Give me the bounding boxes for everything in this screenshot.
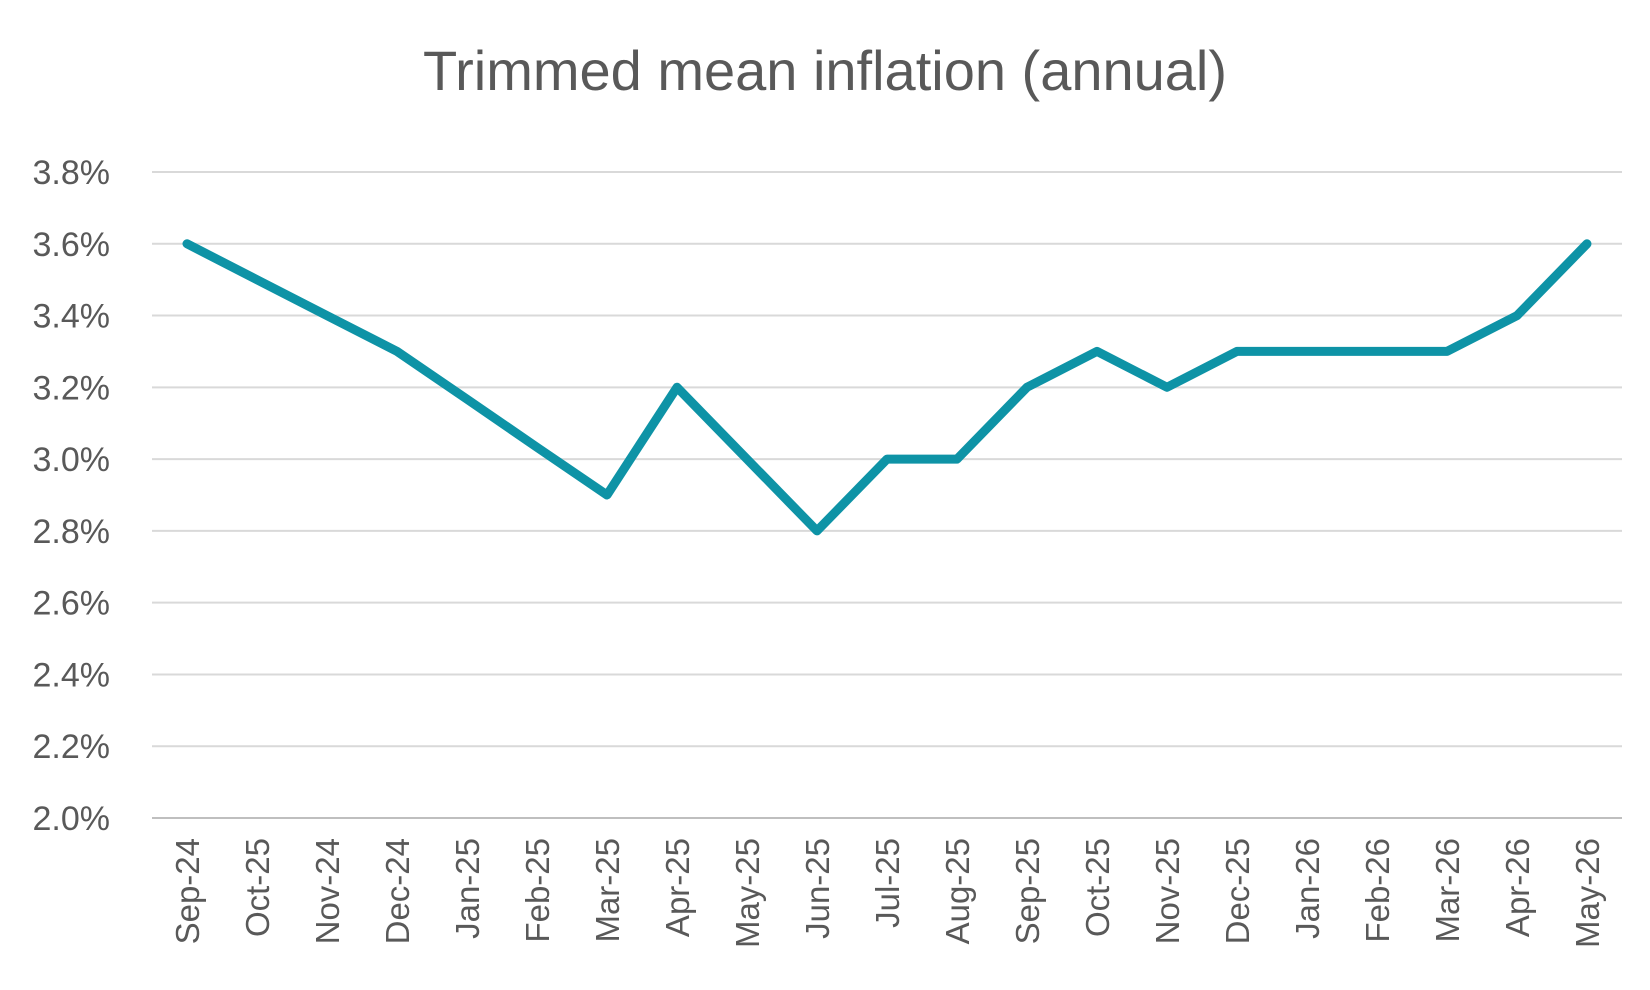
x-tick-label: May-26 bbox=[1569, 838, 1606, 948]
x-tick-label: Nov-25 bbox=[1149, 838, 1186, 944]
x-tick-label: Apr-25 bbox=[659, 838, 696, 937]
series-line bbox=[182, 239, 1592, 536]
x-axis-tick-labels: Sep-24 Oct-25 Nov-24 Dec-24 Jan-25 Feb-25 Mar-… bbox=[169, 838, 1606, 948]
y-tick-label: 2.2% bbox=[33, 728, 111, 766]
x-tick-label: Oct-25 bbox=[1079, 838, 1116, 937]
x-tick-label: Feb-25 bbox=[519, 838, 556, 943]
chart-title: Trimmed mean inflation (annual) bbox=[422, 39, 1228, 102]
y-tick-label: 2.6% bbox=[33, 585, 111, 623]
x-tick-label: Aug-25 bbox=[939, 838, 976, 944]
x-tick-label: Sep-24 bbox=[169, 838, 206, 944]
series-lines bbox=[182, 239, 1592, 536]
x-tick-label: Apr-26 bbox=[1499, 838, 1536, 937]
x-tick-label: Jan-25 bbox=[449, 838, 486, 939]
x-tick-label: Feb-26 bbox=[1359, 838, 1396, 943]
y-tick-label: 3.2% bbox=[33, 369, 111, 407]
x-tick-label: Jun-25 bbox=[799, 838, 836, 939]
y-tick-label: 2.0% bbox=[33, 800, 111, 838]
x-tick-label: Oct-25 bbox=[239, 838, 276, 937]
x-tick-label: Sep-25 bbox=[1009, 838, 1046, 944]
x-tick-label: Mar-26 bbox=[1429, 838, 1466, 943]
x-tick-label: Dec-25 bbox=[1219, 838, 1256, 944]
y-tick-label: 3.6% bbox=[33, 226, 111, 264]
x-tick-label: Dec-24 bbox=[379, 838, 416, 944]
x-tick-label: Jan-26 bbox=[1289, 838, 1326, 939]
y-tick-label: 3.8% bbox=[33, 154, 111, 192]
x-tick-label: May-25 bbox=[729, 838, 766, 948]
x-tick-label: Mar-25 bbox=[589, 838, 626, 943]
x-tick-label: Nov-24 bbox=[309, 838, 346, 944]
y-axis-tick-labels: 2.0% 2.2% 2.4% 2.6% 2.8% 3.0% 3.2% 3.4% 3.6% 3.8% bbox=[33, 154, 111, 838]
y-tick-label: 3.0% bbox=[33, 441, 111, 479]
y-tick-label: 2.8% bbox=[33, 513, 111, 551]
gridlines bbox=[152, 171, 1622, 748]
y-tick-label: 2.4% bbox=[33, 656, 111, 694]
y-tick-label: 3.4% bbox=[33, 298, 111, 336]
x-tick-label: Jul-25 bbox=[869, 838, 906, 928]
